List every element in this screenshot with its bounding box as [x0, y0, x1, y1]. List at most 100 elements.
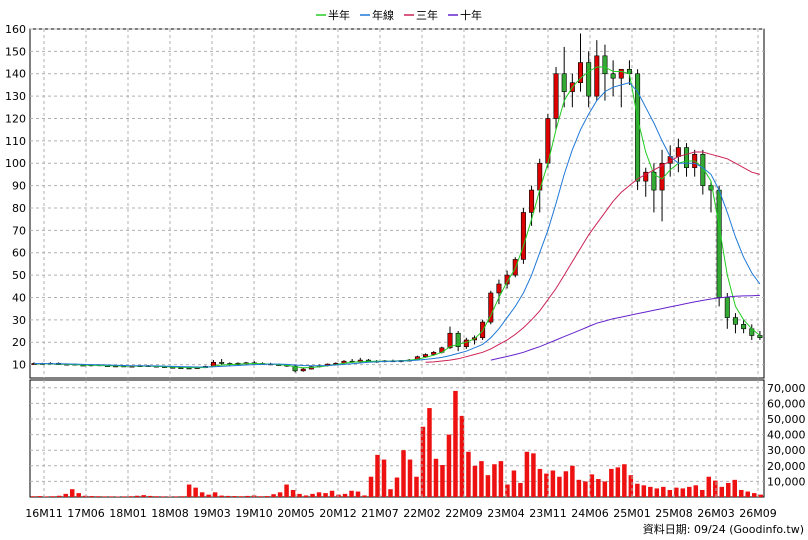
volume-bar	[544, 473, 549, 497]
price-tick-label: 30	[12, 314, 26, 327]
volume-bar	[180, 496, 185, 497]
volume-bar	[264, 496, 270, 497]
volume-bar	[186, 484, 192, 497]
volume-bar	[310, 493, 315, 497]
candle-body	[602, 55, 608, 75]
volume-bar	[427, 408, 432, 497]
x-tick-label: 18M01	[109, 507, 147, 520]
volume-bar	[141, 495, 146, 497]
volume-bar	[368, 476, 374, 497]
volume-bar	[479, 461, 484, 497]
candle-body	[455, 332, 461, 347]
x-tick-label: 23M11	[529, 507, 567, 520]
candle-body	[529, 189, 535, 213]
volume-bar	[693, 485, 699, 497]
candle-body	[594, 55, 600, 97]
volume-bar	[459, 415, 465, 497]
volume-bar	[37, 496, 42, 497]
volume-bar	[381, 459, 387, 497]
candle-body	[757, 335, 763, 339]
volume-bar	[661, 486, 666, 497]
volume-bar	[700, 489, 705, 497]
price-tick-label: 110	[5, 135, 26, 148]
volume-bar	[674, 487, 679, 497]
volume-bar	[290, 489, 296, 497]
volume-bar	[342, 493, 348, 497]
volume-bar	[277, 492, 283, 497]
candle-body	[586, 62, 592, 97]
volume-bar	[583, 481, 588, 497]
volume-bar	[505, 484, 510, 497]
volume-bar	[576, 479, 582, 497]
volume-bar	[401, 450, 406, 497]
volume-bar	[648, 486, 653, 497]
candle-body	[463, 339, 469, 347]
x-tick-label: 26M09	[739, 507, 777, 520]
volume-bar	[134, 495, 140, 497]
volume-bar	[758, 494, 763, 497]
legend-label: 十年	[460, 8, 482, 22]
candle-body	[496, 283, 502, 294]
volume-bar	[726, 482, 731, 497]
volume-bar	[524, 451, 530, 497]
x-tick-label: 23M04	[487, 507, 525, 520]
volume-bar	[609, 468, 614, 497]
volume-bar	[680, 488, 686, 497]
candle-body	[488, 292, 494, 323]
volume-bar	[69, 489, 75, 497]
candle-body	[423, 354, 429, 358]
volume-bar	[147, 495, 153, 497]
x-tick-label: 18M08	[151, 507, 189, 520]
volume-tick-label: 60,000	[767, 397, 806, 410]
volume-bar	[82, 495, 88, 497]
volume-bar	[615, 467, 621, 497]
candle-body	[577, 62, 583, 83]
candle-body	[447, 332, 453, 349]
volume-bar	[570, 465, 575, 497]
volume-bar	[635, 483, 640, 497]
volume-tick-label: 70,000	[767, 382, 806, 395]
candle-body	[675, 147, 681, 157]
volume-bar	[518, 482, 523, 497]
volume-bar	[654, 488, 660, 497]
volume-bar	[63, 493, 68, 497]
volume-bar	[687, 486, 692, 497]
candle-body	[186, 367, 192, 370]
price-tick-label: 100	[5, 157, 26, 170]
price-tick-label: 120	[5, 112, 26, 125]
volume-bar	[628, 475, 634, 497]
volume-bar	[232, 496, 237, 497]
volume-bar	[362, 495, 367, 497]
price-tick-label: 80	[12, 202, 26, 215]
volume-bar	[492, 464, 497, 497]
candle-body	[561, 73, 567, 92]
legend-label: 三年	[416, 8, 438, 22]
volume-bar	[76, 493, 81, 497]
volume-bar	[245, 495, 250, 497]
volume-bar	[108, 496, 114, 497]
volume-bar	[596, 479, 601, 497]
volume-bar	[719, 486, 725, 497]
price-tick-label: 60	[12, 247, 26, 260]
volume-bar	[485, 475, 491, 497]
volume-bar	[212, 492, 218, 497]
candle-body	[610, 73, 616, 79]
volume-panel: 10,000 20,000 30,000 40,000 50,000 60,000 70,0…	[29, 379, 806, 498]
candle-body	[724, 297, 730, 318]
volume-bar	[271, 494, 276, 497]
volume-bar	[336, 494, 341, 497]
price-panel: 10 20 30 40 50 60 70 80 90 100 110 120 130 140 150 160	[5, 23, 765, 379]
volume-bar	[602, 481, 608, 497]
candle-body	[684, 147, 690, 169]
volume-bar	[466, 451, 471, 497]
legend: 半年 年線 三年 十年	[316, 8, 482, 22]
price-tick-label: 50	[12, 269, 26, 282]
x-axis: 16M11 17M06 18M01 18M08 19M03 19M10 20M05 20M12…	[25, 380, 777, 520]
price-tick-label: 140	[5, 68, 26, 81]
x-tick-label: 25M01	[613, 507, 651, 520]
candle-body	[651, 171, 657, 191]
volume-bar	[407, 459, 413, 497]
volume-bar	[225, 495, 231, 497]
volume-bar	[394, 477, 400, 497]
candle-body	[643, 171, 649, 182]
